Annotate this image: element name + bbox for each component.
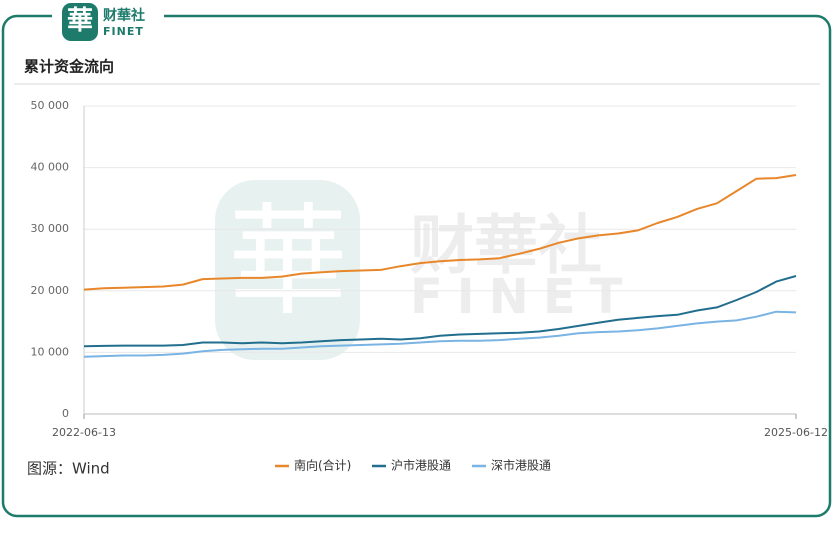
series-line	[83, 174, 797, 291]
watermark-mark: 華	[228, 193, 348, 332]
y-tick-label: 20 000	[31, 284, 70, 297]
logo-brand: FINET	[103, 25, 144, 38]
legend-label: 南向(合计)	[294, 458, 351, 473]
y-tick-label: 30 000	[31, 222, 70, 235]
source: 图源：Wind	[27, 460, 110, 478]
y-tick-label: 50 000	[31, 99, 70, 112]
legend-label: 深市港股通	[491, 458, 551, 473]
watermark: 華 财華社 FINET	[215, 180, 636, 360]
watermark-badge	[215, 180, 360, 360]
x-tick-label: 2025-06-12	[764, 426, 828, 439]
y-tick-label: 0	[62, 407, 69, 420]
watermark-name: 财華社	[410, 210, 602, 284]
series-line	[83, 310, 797, 358]
chart-title: 累计资金流向	[24, 58, 114, 76]
logo-mark: 華	[67, 6, 93, 36]
watermark-brand: FINET	[410, 269, 636, 325]
x-tick-label: 2022-06-13	[52, 426, 116, 439]
card	[1, 14, 832, 518]
logo-name: 财華社	[102, 7, 145, 24]
y-tick-label: 10 000	[31, 345, 70, 358]
legend-label: 沪市港股通	[391, 458, 451, 473]
y-tick-label: 40 000	[31, 161, 70, 174]
series-line	[83, 275, 797, 348]
logo-badge	[62, 3, 98, 41]
